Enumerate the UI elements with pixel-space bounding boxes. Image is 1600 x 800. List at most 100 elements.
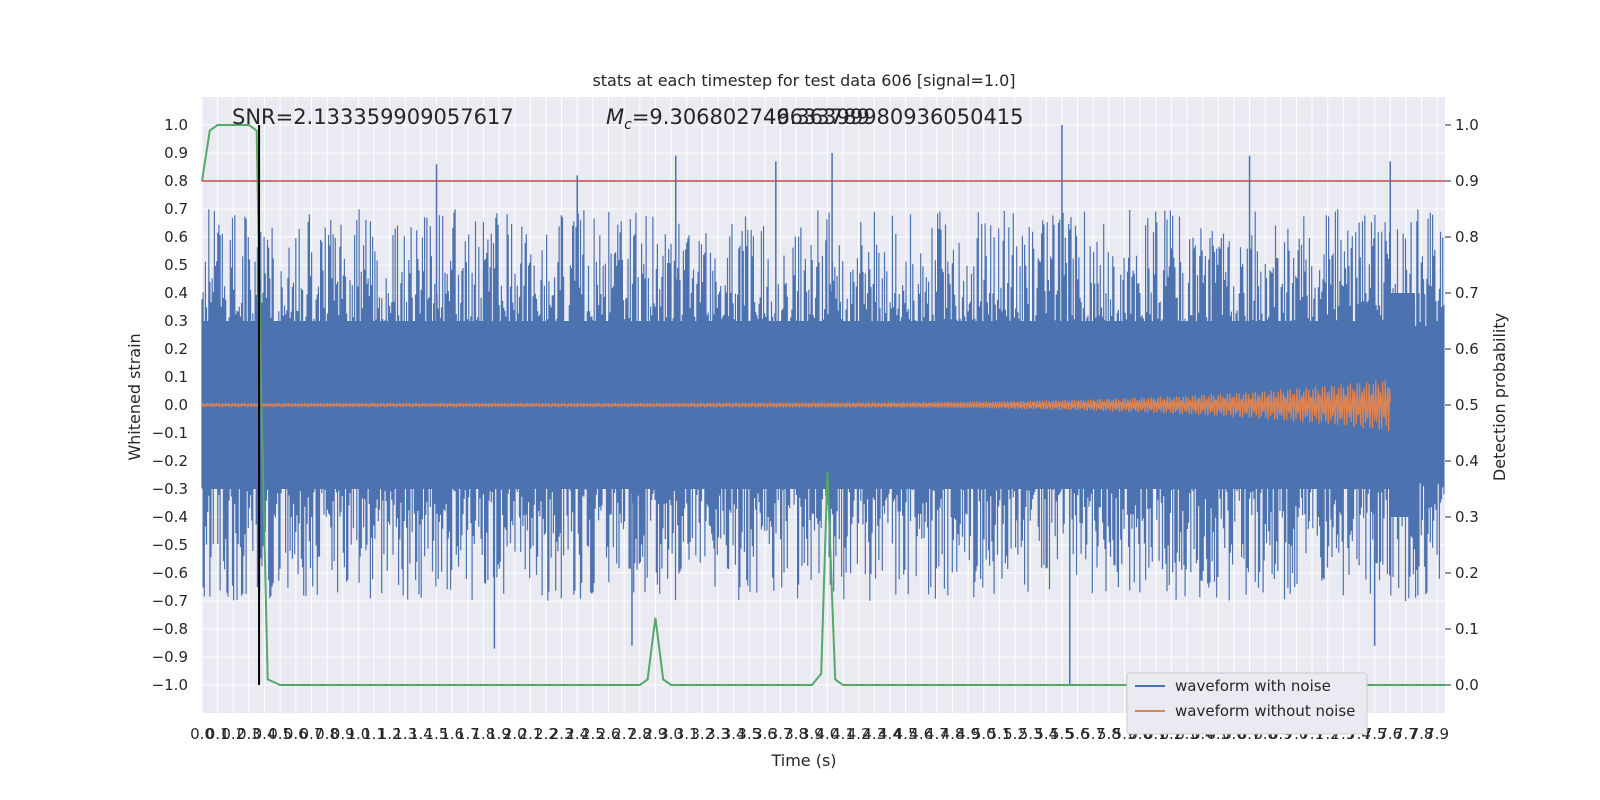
y2-tick-label: 1.0 (1455, 116, 1479, 134)
chirp-mass-annotation: Mc=9.306802749633789 (606, 105, 870, 133)
y-tick-label: 0.5 (164, 256, 188, 274)
x-tick-label: 3.1 (675, 725, 699, 743)
y-tick-label: −0.7 (152, 592, 188, 610)
y-tick-label: −0.2 (152, 452, 188, 470)
x-tick-label: 3.0 (659, 725, 683, 743)
x-tick-label: 1.6 (440, 725, 464, 743)
x-tick-label: 2.4 (565, 725, 589, 743)
x-axis-label: Time (s) (770, 751, 836, 770)
x-tick-label: 4.0 (815, 725, 839, 743)
x-tick-label: 3.8 (784, 725, 808, 743)
x-tick-label: 0.8 (315, 725, 339, 743)
y-tick-label: 0.4 (164, 284, 188, 302)
x-tick-label: 3.9 (800, 725, 824, 743)
y2-tick-label: 0.3 (1455, 508, 1479, 526)
x-tick-label: 1.8 (472, 725, 496, 743)
x-tick-label: 1.2 (378, 725, 402, 743)
x-tick-label: 4.7 (925, 725, 949, 743)
x-tick-label: 7.6 (1378, 725, 1402, 743)
y-tick-label: −0.6 (152, 564, 188, 582)
y2-tick-label: 0.4 (1455, 452, 1479, 470)
y-tick-label: 0.2 (164, 340, 188, 358)
y-tick-label: −0.9 (152, 648, 188, 666)
x-tick-label: 1.1 (362, 725, 386, 743)
chart-title: stats at each timestep for test data 606… (592, 71, 1015, 90)
y-tick-label: −0.5 (152, 536, 188, 554)
y-tick-label: −0.8 (152, 620, 188, 638)
y-tick-label: −1.0 (152, 676, 188, 694)
snr-annotation: SNR=2.133359909057617 (232, 105, 514, 129)
x-tick-label: 2.5 (581, 725, 605, 743)
y2-tick-label: 0.8 (1455, 228, 1479, 246)
x-tick-label: 0.9 (331, 725, 355, 743)
overlap-annotation: 46.36399980936050415 (763, 105, 1024, 129)
x-tick-label: 3.4 (722, 725, 746, 743)
legend: waveform with noise waveform without noi… (1126, 672, 1368, 735)
y2-tick-label: 0.2 (1455, 564, 1479, 582)
x-tick-label: 2.2 (534, 725, 558, 743)
x-tick-label: 0.0 (190, 725, 214, 743)
y-tick-label: 0.3 (164, 312, 188, 330)
y-tick-label: 0.9 (164, 144, 188, 162)
y-tick-label: 0.0 (164, 396, 188, 414)
x-tick-label: 1.7 (456, 725, 480, 743)
x-tick-label: 4.8 (941, 725, 965, 743)
x-tick-label: 0.5 (268, 725, 292, 743)
x-tick-label: 7.5 (1363, 725, 1387, 743)
x-tick-label: 0.1 (206, 725, 230, 743)
x-tick-label: 2.7 (612, 725, 636, 743)
x-tick-label: 2.1 (518, 725, 542, 743)
x-tick-label: 0.4 (253, 725, 277, 743)
x-tick-label: 7.9 (1425, 725, 1449, 743)
y-tick-label: −0.1 (152, 424, 188, 442)
x-tick-label: 4.2 (847, 725, 871, 743)
y-tick-label: 0.6 (164, 228, 188, 246)
x-tick-label: 4.3 (862, 725, 886, 743)
x-tick-label: 5.5 (1050, 725, 1074, 743)
x-tick-label: 5.4 (1034, 725, 1058, 743)
x-tick-label: 4.9 (956, 725, 980, 743)
x-tick-label: 0.7 (300, 725, 324, 743)
x-tick-label: 4.1 (831, 725, 855, 743)
y-axis-label: Whitened strain (125, 333, 144, 460)
y2-tick-label: 0.0 (1455, 676, 1479, 694)
y-tick-label: 0.8 (164, 172, 188, 190)
x-tick-label: 1.3 (393, 725, 417, 743)
x-tick-label: 5.6 (1066, 725, 1090, 743)
x-tick-label: 7.8 (1410, 725, 1434, 743)
x-tick-label: 1.5 (425, 725, 449, 743)
x-tick-label: 4.6 (909, 725, 933, 743)
x-tick-label: 0.3 (237, 725, 261, 743)
clean-series-line (201, 379, 1391, 432)
legend-box (1126, 672, 1368, 735)
x-tick-label: 5.2 (1003, 725, 1027, 743)
x-tick-label: 2.3 (550, 725, 574, 743)
chirp-mass-value: =9.306802749633789 (632, 105, 870, 129)
x-tick-label: 2.8 (628, 725, 652, 743)
y2-tick-label: 0.5 (1455, 396, 1479, 414)
x-tick-label: 5.1 (987, 725, 1011, 743)
y2-tick-label: 0.9 (1455, 172, 1479, 190)
y2-axis-label: Detection probability (1490, 313, 1509, 481)
x-tick-label: 0.6 (284, 725, 308, 743)
chirp-mass-subscript: c (624, 117, 632, 133)
x-tick-label: 5.7 (1081, 725, 1105, 743)
x-tick-label: 0.2 (221, 725, 245, 743)
x-tick-label: 5.8 (1097, 725, 1121, 743)
x-tick-label: 7.7 (1394, 725, 1418, 743)
x-tick-label: 3.3 (706, 725, 730, 743)
y2-tick-label: 0.7 (1455, 284, 1479, 302)
y-tick-label: 0.1 (164, 368, 188, 386)
y-tick-label: −0.3 (152, 480, 188, 498)
x-tick-label: 1.9 (487, 725, 511, 743)
x-tick-label: 1.0 (346, 725, 370, 743)
x-tick-label: 3.7 (769, 725, 793, 743)
x-tick-label: 4.5 (894, 725, 918, 743)
x-tick-label: 5.0 (972, 725, 996, 743)
x-tick-label: 3.6 (753, 725, 777, 743)
x-tick-label: 3.5 (737, 725, 761, 743)
legend-label-clean: waveform without noise (1175, 702, 1355, 720)
y-tick-label: 1.0 (164, 116, 188, 134)
